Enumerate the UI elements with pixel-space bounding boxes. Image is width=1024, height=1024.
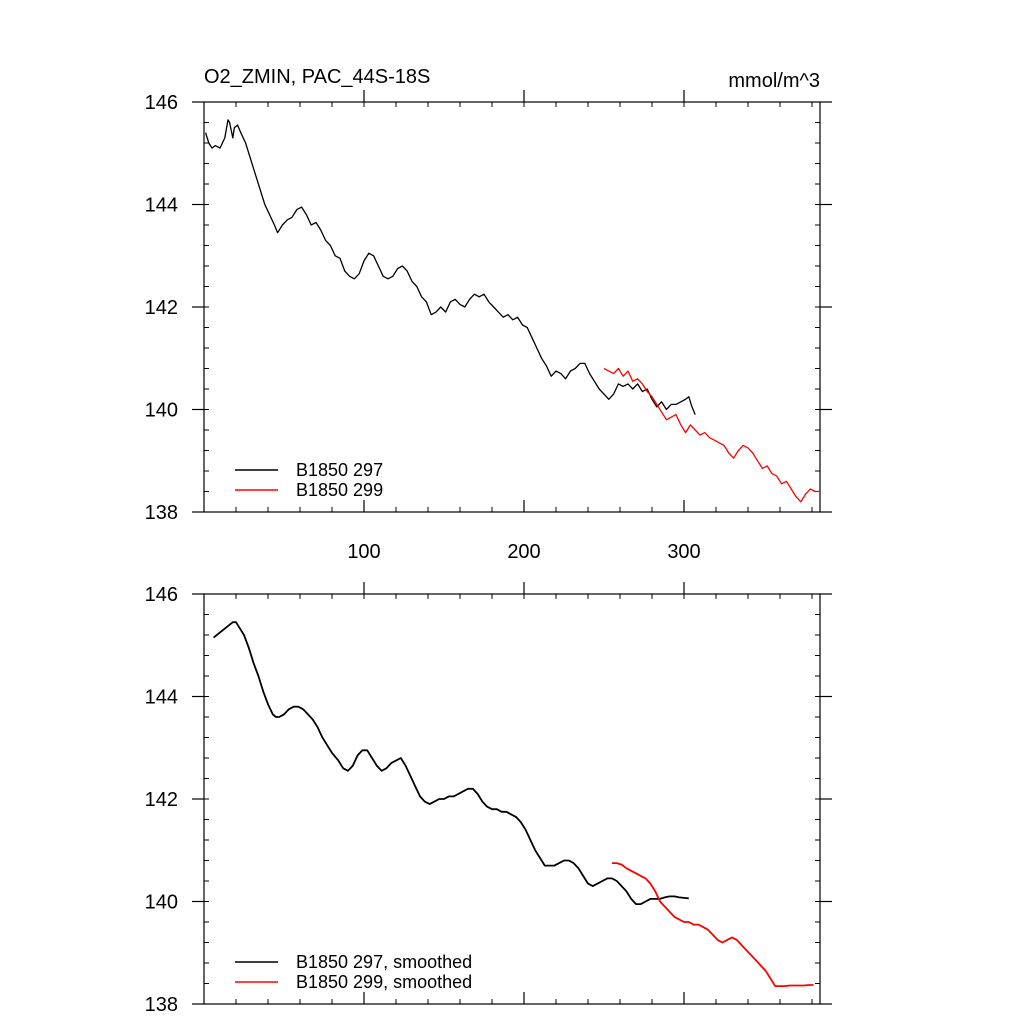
x-tick-label: 100 (347, 541, 380, 563)
y-tick-label: 146 (145, 92, 178, 114)
y-tick-label: 138 (145, 994, 178, 1016)
plot-frame (203, 593, 821, 1005)
series-line-b1850-299 (603, 367, 820, 503)
bottom-panel-smoothed-series: 138 140 142 144 146 B1850 297, smoothedB1850 … (145, 582, 832, 1016)
y-tick-label: 140 (145, 400, 178, 422)
y-tick-label: 146 (145, 584, 178, 606)
x-tick-label: 200 (507, 541, 540, 563)
series-line-b1850-299-smoothed (612, 862, 814, 987)
y-tick-label: 142 (145, 789, 178, 811)
y-tick-label: 142 (145, 297, 178, 319)
legend-label: B1850 299 (296, 480, 383, 500)
chart-title: O2_ZMIN, PAC_44S-18S (204, 66, 430, 88)
x-tick-label: 300 (667, 541, 700, 563)
legend-label: B1850 297, smoothed (296, 952, 472, 972)
series-line-b1850-297-smoothed (213, 621, 689, 905)
units-label: mmol/m^3 (728, 70, 820, 92)
y-tick-label: 144 (145, 195, 178, 217)
y-tick-label: 138 (145, 502, 178, 524)
y-tick-label: 144 (145, 687, 178, 709)
y-tick-label: 140 (145, 892, 178, 914)
legend-label: B1850 299, smoothed (296, 972, 472, 992)
legend-label: B1850 297 (296, 460, 383, 480)
series-line-b1850-297 (204, 119, 696, 415)
